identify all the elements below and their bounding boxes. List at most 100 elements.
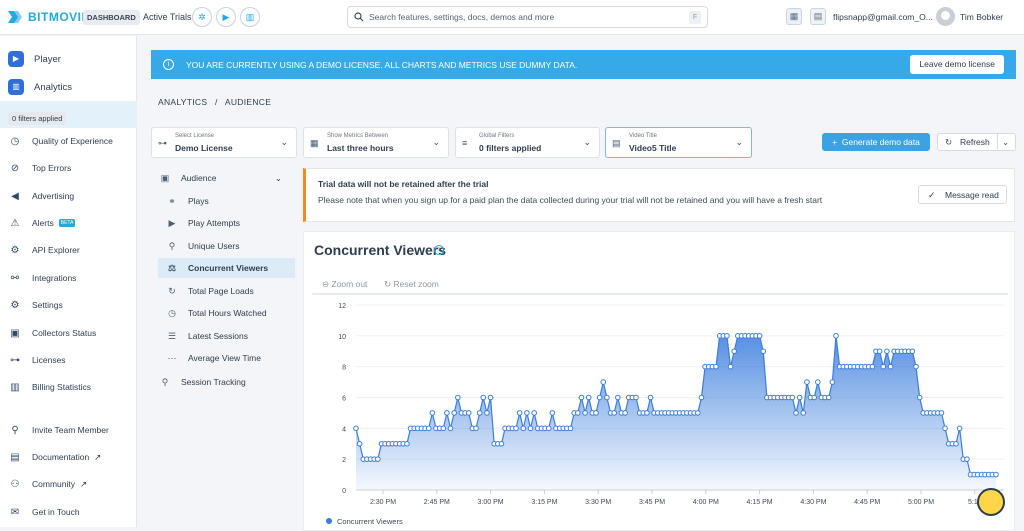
data-point xyxy=(876,348,883,355)
data-point xyxy=(731,348,737,355)
search-input[interactable]: Search features, settings, docs, demos a… xyxy=(369,12,555,22)
filters-tooltip: 0 filters applied xyxy=(8,112,67,125)
user-name[interactable]: Tim Bobker xyxy=(960,12,1004,22)
brand-logo[interactable]: BITMOVIN xyxy=(6,9,91,25)
subnav-item-total-page-loads[interactable]: ↻ Total Page Loads xyxy=(158,281,295,301)
data-point xyxy=(516,410,523,416)
data-point xyxy=(800,410,807,416)
collectors-icon: ▣ xyxy=(10,327,20,339)
contact-icon: ✉ xyxy=(10,506,20,518)
metrics-time-select[interactable]: ▦ Show Metrics Between Last three hours … xyxy=(303,127,449,158)
sidebar-item-quality[interactable]: ◷ Quality of Experience xyxy=(0,131,137,151)
data-point xyxy=(993,471,999,478)
sidebar-item-player[interactable]: ▶ Player xyxy=(0,49,137,69)
refresh-button[interactable]: ↻ Refresh ⌄ xyxy=(937,133,1016,151)
data-point xyxy=(909,348,916,355)
workspace-icon[interactable]: ▤ xyxy=(810,8,826,25)
trial-data-notice: Trial data will not be retained after th… xyxy=(303,168,1015,222)
subnav-group-label: Audience xyxy=(181,173,217,183)
demo-license-banner: i YOU ARE CURRENTLY USING A DEMO LICENSE… xyxy=(151,50,1016,79)
leave-demo-license-button[interactable]: Leave demo license xyxy=(910,55,1004,74)
sidebar-item-advertising[interactable]: ◀ Advertising xyxy=(0,186,137,206)
message-read-button[interactable]: ✓ Message read xyxy=(918,185,1007,204)
subnav-item-play-attempts[interactable]: ▶ Play Attempts xyxy=(158,213,295,233)
zoom-out-button[interactable]: ⊖ Zoom out xyxy=(322,279,367,290)
x-tick-label: 3:30 PM xyxy=(585,499,611,506)
legend-marker xyxy=(326,518,332,524)
subnav-item-unique-users[interactable]: ⚲ Unique Users xyxy=(158,236,295,256)
sidebar-item-label: Top Errors xyxy=(32,163,72,173)
subnav-item-total-hours-watched[interactable]: ◷ Total Hours Watched xyxy=(158,303,295,323)
invite-icon: ⚲ xyxy=(11,424,19,436)
license-icon: ⊶ xyxy=(158,138,167,148)
data-point xyxy=(887,363,894,370)
account-email[interactable]: flipsnapp@gmail.com_O... xyxy=(833,12,933,22)
sidebar-item-billing-statistics[interactable]: ▥ Billing Statistics xyxy=(0,377,137,397)
y-tick-label: 2 xyxy=(342,457,346,464)
breadcrumb-separator: / xyxy=(214,97,218,107)
subnav-item-label: Unique Users xyxy=(188,241,240,251)
x-tick-label: 5:15 xyxy=(968,499,982,506)
sidebar-item-top-errors[interactable]: ⊘ Top Errors xyxy=(0,158,137,178)
licenses-icon: ⊶ xyxy=(10,354,20,366)
subnav-item-concurrent-viewers[interactable]: ⚖ Concurrent Viewers xyxy=(158,258,295,278)
sidebar-item-get-in-touch[interactable]: ✉ Get in Touch xyxy=(0,502,137,522)
x-tick-label: 2:30 PM xyxy=(370,499,396,506)
sidebar-item-licenses[interactable]: ⊶ Licenses xyxy=(0,350,137,370)
gear-icon: ⚙ xyxy=(10,299,20,311)
sidebar-item-label: Alerts xyxy=(32,218,54,228)
sidebar-item-label: Analytics xyxy=(34,81,73,93)
data-point xyxy=(756,333,763,339)
license-select[interactable]: ⊶ Select License Demo License ⌄ xyxy=(151,127,297,158)
chevron-down-icon[interactable]: ⌄ xyxy=(1002,137,1010,147)
video-title-select[interactable]: ▤ Video Title Video5 Title ⌄ xyxy=(605,127,752,158)
sidebar-item-api-explorer[interactable]: ⚙ API Explorer xyxy=(0,240,137,260)
breadcrumb-analytics[interactable]: ANALYTICS xyxy=(158,97,208,107)
data-point xyxy=(404,440,410,447)
sidebar-item-community[interactable]: ⚇ Community ↗ xyxy=(0,474,137,494)
reset-zoom-button[interactable]: ↻ Reset zoom xyxy=(384,279,439,290)
concurrent-viewers-card: Concurrent Viewers i ⊖ Zoom out ↻ Reset … xyxy=(303,231,1015,531)
generate-demo-data-button[interactable]: + Generate demo data xyxy=(822,133,930,151)
player-trial-icon[interactable]: ▶ xyxy=(216,7,236,27)
concurrent-viewers-chart[interactable]: 0 2 4 6 8 10 12 2:30 PM 2:45 PM 3:00 PM 3:15 PM 3:3… xyxy=(304,232,1016,528)
data-point xyxy=(600,379,607,385)
subnav-item-latest-sessions[interactable]: ☰ Latest Sessions xyxy=(158,326,295,346)
data-point xyxy=(498,440,505,447)
help-assistant-icon[interactable] xyxy=(977,488,1005,516)
organization-icon[interactable]: ▦ xyxy=(786,8,802,25)
avatar[interactable] xyxy=(936,7,955,26)
global-filters-select[interactable]: ≡ Global Filters 0 filters applied ⌄ xyxy=(455,127,600,158)
sidebar-item-label: Billing Statistics xyxy=(32,382,92,392)
subnav-item-plays[interactable]: ⚭ Plays xyxy=(158,191,295,211)
data-point xyxy=(804,379,810,385)
analytics-trial-icon[interactable]: ▥ xyxy=(240,7,260,27)
global-search[interactable]: Search features, settings, docs, demos a… xyxy=(347,6,708,28)
filter-value: 0 filters applied xyxy=(479,143,542,153)
audience-icon: ▣ xyxy=(160,172,170,183)
sidebar-item-documentation[interactable]: ▤ Documentation ↗ xyxy=(0,447,137,467)
sidebar-item-integrations[interactable]: ⚯ Integrations xyxy=(0,268,137,288)
sidebar-item-alerts[interactable]: ⚠ Alerts BETA xyxy=(0,213,137,233)
info-icon[interactable]: i xyxy=(434,245,444,255)
sidebar-item-collectors-status[interactable]: ▣ Collectors Status xyxy=(0,323,137,343)
data-point xyxy=(447,425,454,432)
subnav-session-tracking[interactable]: ⚲ Session Tracking xyxy=(151,372,288,392)
data-point xyxy=(964,456,970,462)
encoding-trial-icon[interactable]: ✲ xyxy=(192,7,212,27)
sidebar-item-analytics[interactable]: ▥ Analytics xyxy=(0,77,137,97)
megaphone-icon: ◀ xyxy=(11,190,19,202)
subnav-item-average-view-time[interactable]: ⋯ Average View Time xyxy=(158,348,295,368)
search-shortcut-key: F xyxy=(689,11,701,24)
y-tick-label: 0 xyxy=(342,488,346,495)
y-tick-label: 12 xyxy=(338,303,346,310)
sidebar-item-settings[interactable]: ⚙ Settings xyxy=(0,295,137,315)
sidebar-item-label: Licenses xyxy=(32,355,66,365)
sidebar-item-invite[interactable]: ⚲ Invite Team Member xyxy=(0,420,137,440)
reset-icon: ↻ xyxy=(384,279,392,289)
data-point xyxy=(622,410,628,416)
sidebar-item-label: Community xyxy=(32,479,75,489)
subnav-group-audience[interactable]: ▣ Audience ⌄ xyxy=(151,168,288,188)
data-point xyxy=(724,333,730,339)
data-point xyxy=(633,394,639,401)
